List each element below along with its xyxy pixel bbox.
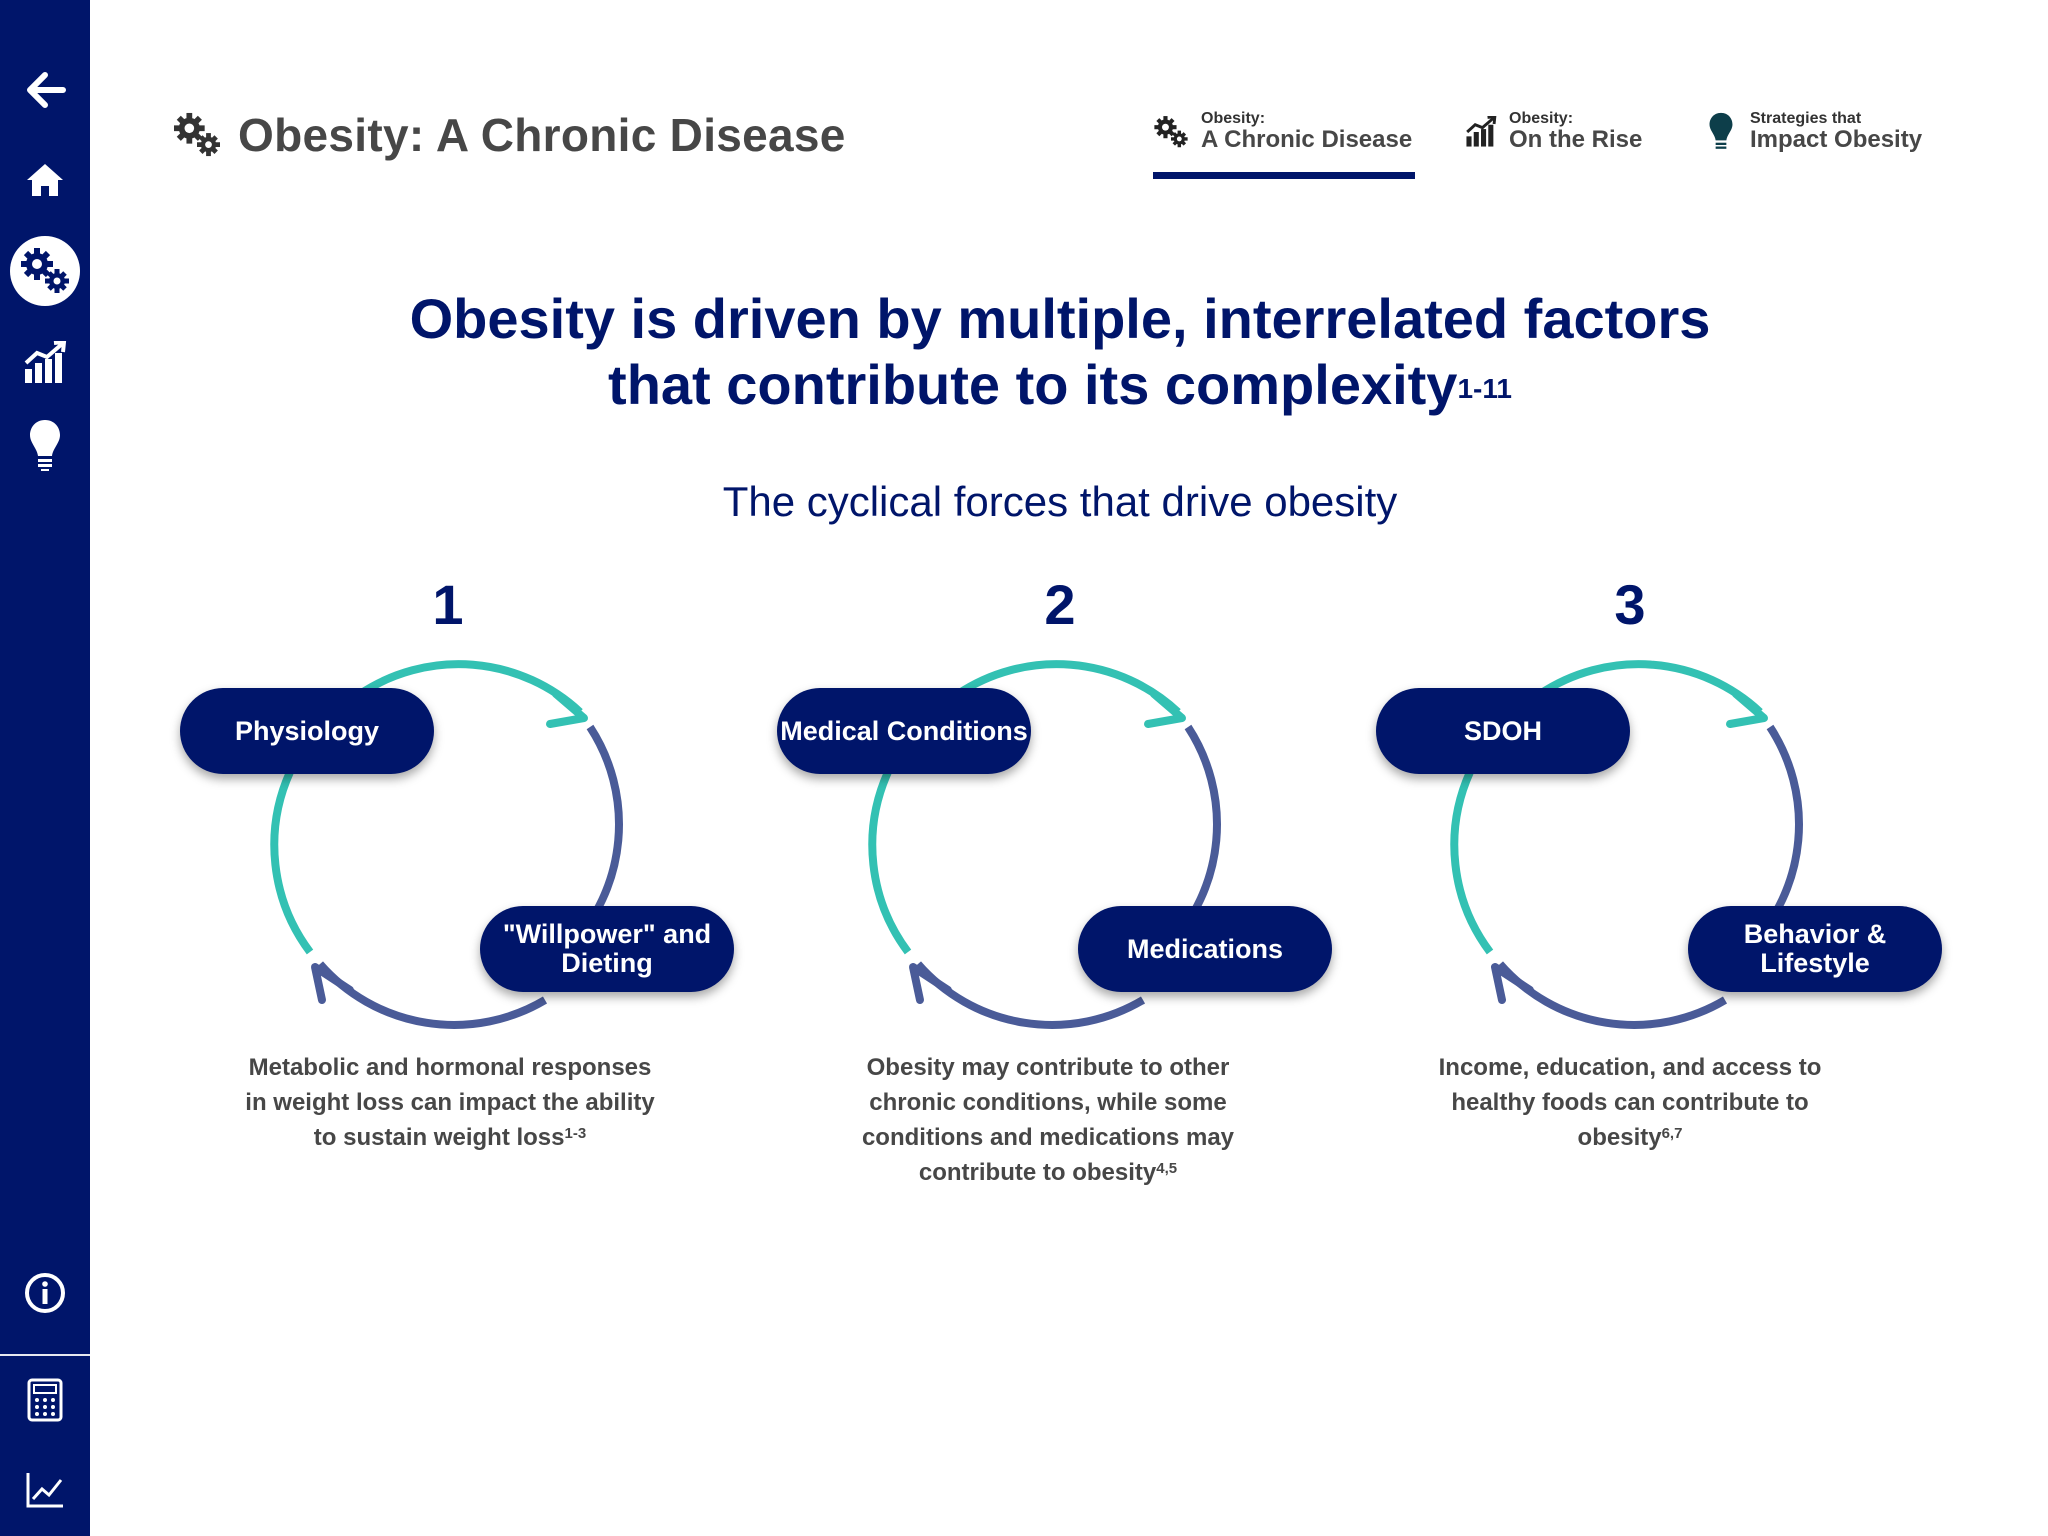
- cycle-number-3: 3: [1614, 573, 1646, 636]
- sidebar-divider: [0, 1354, 90, 1356]
- home-icon: [27, 164, 63, 196]
- reference: 4,5: [1156, 1160, 1178, 1177]
- reference: 6,7: [1661, 1125, 1683, 1142]
- lightbulb-icon: [1709, 112, 1733, 149]
- cycle-number-1: 1: [432, 573, 464, 636]
- line-chart-icon: [26, 1473, 63, 1508]
- tab-strategies[interactable]: Strategies that Impact Obesity: [1708, 110, 1922, 153]
- nav-strategies-button[interactable]: [0, 410, 90, 480]
- headline-reference: 1-11: [1457, 373, 1512, 404]
- headline: Obesity is driven by multiple, interrela…: [390, 286, 1730, 418]
- calculator-button[interactable]: [0, 1365, 90, 1435]
- tab-label: On the Rise: [1509, 126, 1643, 153]
- gears-icon: [21, 248, 69, 293]
- sidebar: [0, 0, 90, 1536]
- nav-on-the-rise-button[interactable]: [0, 328, 90, 398]
- headline-line-1: Obesity is driven by multiple, interrela…: [409, 287, 1711, 350]
- cycle-3-top-label: SDOH: [1376, 688, 1630, 774]
- tab-label: A Chronic Disease: [1201, 126, 1413, 153]
- gears-icon: [174, 112, 220, 157]
- back-button[interactable]: [0, 55, 90, 125]
- chart-icon: [1466, 115, 1497, 147]
- chart-icon: [24, 341, 67, 383]
- cycle-number-2: 2: [1044, 573, 1076, 636]
- back-arrow-icon: [27, 72, 66, 108]
- info-icon: [25, 1273, 65, 1313]
- headline-line-2: that contribute to its complexity1-11: [608, 353, 1512, 416]
- home-button[interactable]: [0, 145, 90, 215]
- cycle-1-top-label: Physiology: [180, 688, 434, 774]
- cycle-2-top-label: Medical Conditions: [777, 688, 1031, 774]
- tab-on-the-rise[interactable]: Obesity: On the Rise: [1465, 110, 1642, 153]
- cycle-3-description: Income, education, and access to healthy…: [1438, 1054, 1822, 1151]
- lightbulb-icon: [30, 420, 60, 471]
- cycle-2-description: Obesity may contribute to other chronic …: [861, 1054, 1235, 1186]
- cycle-2-bottom-label: Medications: [1078, 906, 1332, 992]
- gears-icon: [1154, 115, 1188, 147]
- cycle-1-description: Metabolic and hormonal responses in weig…: [245, 1054, 655, 1151]
- subheading: The cyclical forces that drive obesity: [722, 478, 1398, 525]
- info-button[interactable]: [0, 1258, 90, 1328]
- tab-small-label: Obesity:: [1201, 110, 1266, 127]
- tab-label: Impact Obesity: [1750, 126, 1923, 153]
- tab-small-label: Strategies that: [1750, 110, 1862, 127]
- line-chart-button[interactable]: [0, 1455, 90, 1525]
- reference: 1-3: [564, 1125, 587, 1142]
- calculator-icon: [27, 1378, 63, 1422]
- nav-chronic-disease-button[interactable]: [10, 236, 80, 306]
- page-title: Obesity: A Chronic Disease: [238, 109, 846, 161]
- cycle-3-bottom-label: Behavior & Lifestyle: [1688, 906, 1942, 992]
- cycle-1-bottom-label: "Willpower" and Dieting: [480, 906, 734, 992]
- page-header: Obesity: A Chronic Disease: [172, 108, 846, 162]
- active-tab-indicator: [1153, 172, 1415, 179]
- tab-chronic-disease[interactable]: Obesity: A Chronic Disease: [1153, 110, 1412, 153]
- tab-small-label: Obesity:: [1509, 110, 1574, 127]
